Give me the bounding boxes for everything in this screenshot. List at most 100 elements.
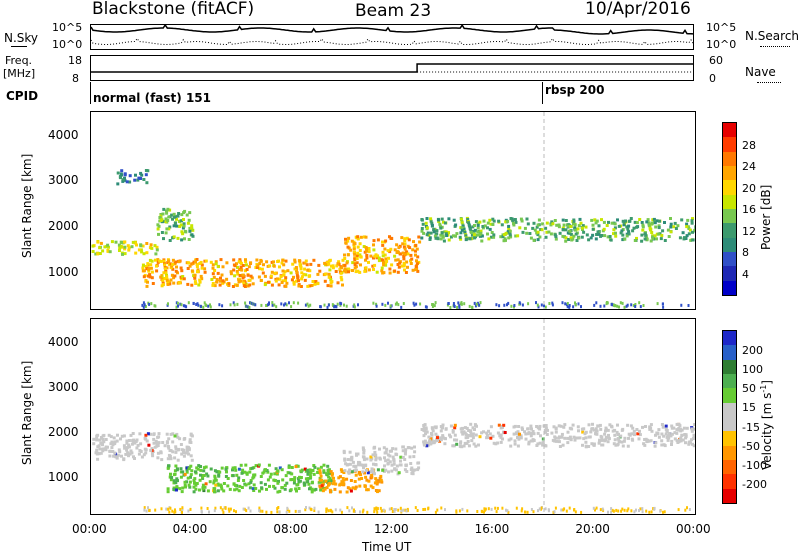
velocity-cell (587, 435, 591, 439)
power-cell (473, 224, 476, 227)
velocity-ytick-label: 3000 (48, 379, 79, 394)
power-cell (663, 221, 666, 224)
power-cell (327, 303, 330, 307)
velocity-cell (461, 432, 465, 436)
velocity-cell (577, 429, 580, 433)
velocity-cell (434, 510, 437, 514)
velocity-cell (690, 429, 694, 433)
colorbar-segment (723, 208, 736, 224)
power-cell (123, 240, 126, 244)
velocity-cell (594, 427, 598, 431)
velocity-cell (112, 454, 116, 458)
cpid-mode-normal: normal (fast) 151 (93, 91, 211, 105)
power-cell (258, 262, 262, 265)
power-cell (468, 224, 471, 228)
velocity-cell (346, 506, 349, 510)
power-cell (269, 274, 273, 278)
velocity-cell (607, 510, 609, 514)
velocity-cell (355, 452, 358, 456)
power-cell (573, 228, 577, 232)
velocity-cell (530, 508, 533, 511)
velocity-cell (529, 431, 533, 435)
power-cell (382, 261, 385, 265)
power-cell (340, 278, 344, 282)
velocity-cell (243, 507, 246, 511)
power-cell (150, 246, 154, 250)
power-cell (372, 248, 376, 252)
velocity-cell (228, 509, 231, 513)
velocity-cell (261, 471, 265, 475)
velocity-cell (96, 457, 100, 461)
power-cell (687, 304, 690, 307)
power-cell (512, 223, 516, 227)
velocity-cell (108, 449, 112, 453)
velocity-cell (378, 476, 382, 480)
power-cell (333, 305, 336, 309)
power-cell (211, 283, 215, 287)
velocity-cell (660, 432, 664, 436)
power-cell (430, 223, 434, 227)
power-cell (610, 221, 614, 225)
power-cell (681, 231, 685, 235)
power-cell (580, 226, 584, 230)
velocity-cell (156, 456, 160, 460)
power-cell (167, 215, 171, 219)
power-cell (168, 282, 172, 286)
nsky-tick-lo: 10^0 (52, 38, 83, 51)
velocity-cell (649, 439, 653, 443)
velocity-cell (626, 444, 630, 448)
power-ytick-label: 4000 (48, 127, 79, 142)
velocity-cell (214, 483, 218, 487)
power-cell (148, 275, 152, 279)
power-cell (190, 233, 194, 237)
power-cell (641, 228, 645, 232)
power-cell (557, 225, 561, 229)
power-cell (300, 271, 304, 275)
velocity-cell (382, 446, 386, 450)
velocity-cell (219, 485, 223, 488)
power-cell (680, 303, 683, 307)
power-cell (644, 234, 648, 237)
velocity-cell (349, 489, 353, 493)
velocity-cell (193, 481, 196, 485)
velocity-cell (495, 510, 498, 514)
power-cell (465, 237, 469, 241)
power-cell (375, 304, 378, 308)
power-cell (680, 218, 684, 222)
velocity-cell (375, 478, 379, 482)
power-cell (518, 226, 522, 230)
velocity-cell (213, 469, 217, 473)
power-cell (256, 264, 260, 268)
power-cell (574, 232, 578, 236)
power-cell (479, 229, 483, 233)
power-cell (570, 238, 574, 242)
velocity-feature-1 (166, 463, 333, 494)
power-cell (506, 219, 510, 223)
power-cell (645, 220, 649, 224)
power-cell (622, 223, 626, 227)
power-cell (295, 270, 299, 274)
power-cell (169, 278, 173, 282)
velocity-cell (665, 435, 669, 439)
power-cell (218, 279, 222, 283)
power-cell (233, 303, 236, 307)
velocity-cell (361, 470, 365, 474)
power-cell (442, 239, 446, 243)
velocity-cell (423, 443, 427, 447)
velocity-cell (507, 438, 511, 442)
power-cell (196, 270, 199, 274)
power-cell (577, 236, 581, 240)
power-cell (145, 267, 149, 271)
power-cell (365, 256, 369, 260)
power-cell (416, 255, 420, 259)
power-cell (364, 246, 368, 249)
velocity-cell (99, 451, 103, 455)
velocity-cell (428, 440, 432, 444)
velocity-cell (185, 470, 189, 474)
power-cell (103, 245, 107, 249)
velocity-cell (660, 443, 664, 447)
power-cell (293, 260, 297, 264)
power-cell (685, 234, 689, 238)
power-cell (168, 280, 172, 284)
power-cell (296, 276, 300, 280)
